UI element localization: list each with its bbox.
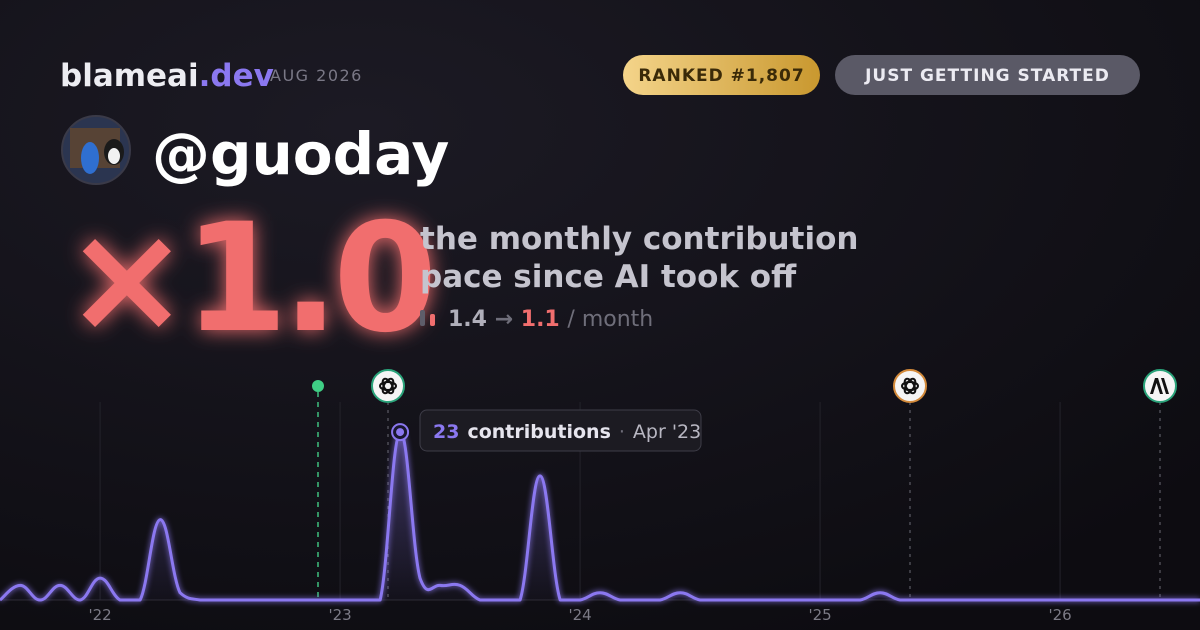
pace-unit: / month bbox=[567, 307, 653, 332]
pace-icon bbox=[420, 310, 425, 326]
x-tick-label: '22 bbox=[88, 606, 111, 624]
brand-tld: .dev bbox=[199, 58, 274, 94]
highlight-dot bbox=[396, 428, 405, 437]
rank-text: RANKED #1,807 bbox=[638, 66, 804, 86]
username: @guoday bbox=[152, 120, 449, 188]
x-tick-label: '26 bbox=[1048, 606, 1071, 624]
avatar bbox=[61, 115, 131, 185]
pace-icon bbox=[430, 314, 435, 326]
brand: blameai.dev bbox=[60, 58, 274, 94]
date: AUG 2026 bbox=[270, 66, 363, 85]
brand-name: blameai bbox=[60, 58, 199, 94]
event-icon bbox=[893, 369, 927, 403]
tooltip-value: 23 bbox=[433, 421, 459, 443]
tooltip: 23 contributions · Apr '23 bbox=[433, 421, 701, 443]
tooltip-unit: contributions bbox=[467, 421, 610, 443]
status-badge bbox=[835, 55, 1140, 95]
event-dot bbox=[312, 380, 324, 392]
headline-line: pace since AI took off bbox=[420, 259, 797, 295]
line bbox=[0, 430, 1200, 602]
x-tick-label: '25 bbox=[808, 606, 831, 624]
tooltip-sep: · bbox=[619, 421, 625, 443]
x-tick-label: '23 bbox=[328, 606, 351, 624]
event-icon bbox=[1143, 369, 1177, 403]
pace-after: 1.1 bbox=[521, 307, 560, 332]
pace-arrow: → bbox=[495, 307, 513, 332]
x-tick-label: '24 bbox=[568, 606, 591, 624]
tooltip-box bbox=[419, 409, 702, 452]
rank-badge bbox=[623, 55, 820, 95]
status-text: JUST GETTING STARTED bbox=[864, 66, 1110, 86]
pace-before: 1.4 bbox=[448, 307, 487, 332]
headline-line: the monthly contribution bbox=[420, 221, 858, 257]
chart: '22 '23 '24 '25 '26 23 contributions · Apr '23 bbox=[0, 380, 1200, 624]
tooltip-date: Apr '23 bbox=[633, 421, 701, 443]
multiplier: ×1.0 bbox=[64, 192, 431, 366]
pace: 1.4 → 1.1 / month bbox=[448, 307, 653, 332]
event-icon bbox=[371, 369, 405, 403]
